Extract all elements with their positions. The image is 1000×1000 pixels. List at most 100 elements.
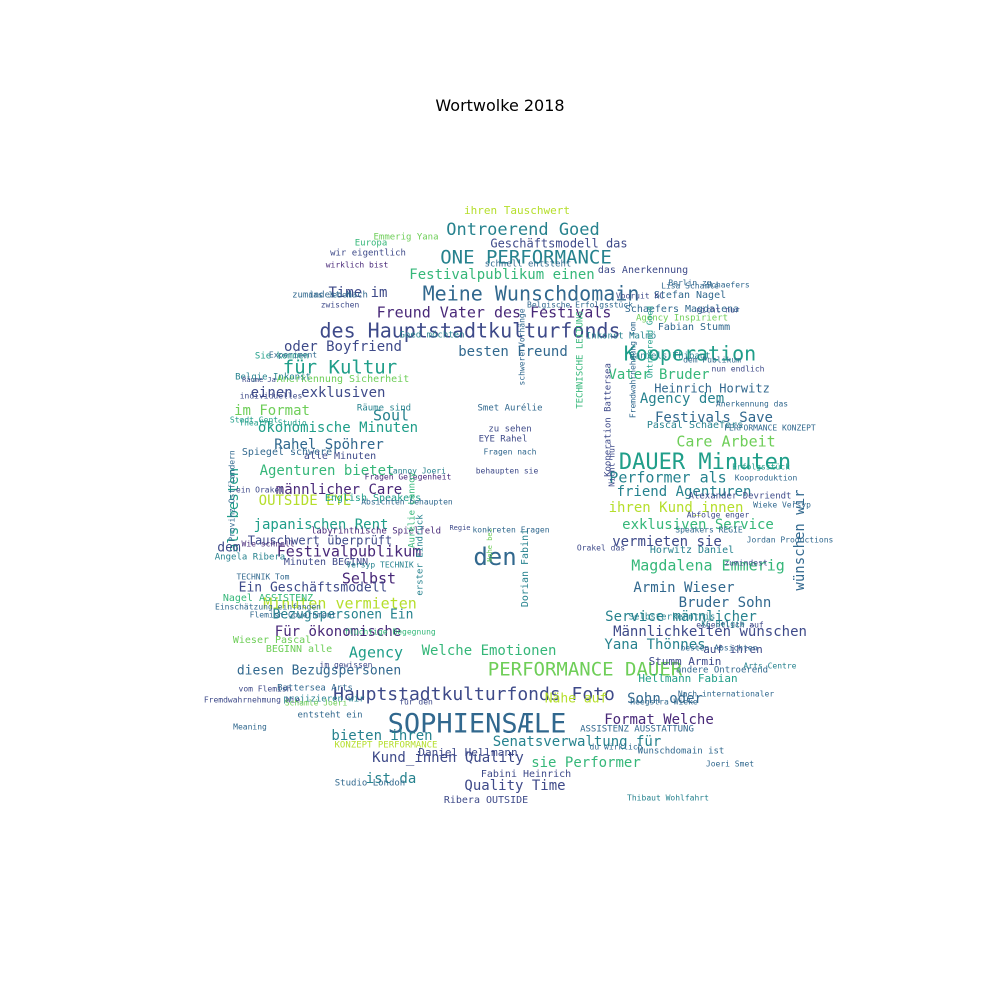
cloud-word: Jordan Productions — [747, 536, 834, 545]
cloud-word: Lannoy Joeri — [388, 467, 446, 476]
cloud-word: Nähe auf — [545, 692, 608, 707]
cloud-word: nicht nur — [696, 306, 740, 315]
cloud-word: für den — [399, 698, 433, 707]
cloud-word: andere Ontroerend — [676, 666, 768, 676]
cloud-word: DAUER Minuten — [619, 450, 791, 475]
cloud-word: BEGINN alle — [266, 644, 332, 655]
cloud-word: vermieten sie — [612, 534, 722, 550]
cloud-word: Minuten BEGINN — [284, 557, 368, 568]
cloud-word: eigentlich auf — [696, 621, 764, 630]
cloud-word: Armin Wieser — [633, 580, 734, 596]
cloud-word: Lisa Schamlé — [661, 281, 719, 291]
cloud-word: projizieren wir — [283, 695, 365, 705]
cloud-word: Stumm Armin — [649, 655, 722, 668]
cloud-word: Kooproduktion — [735, 474, 798, 483]
cloud-word: Daniel Hellmann — [418, 746, 517, 759]
cloud-word: sie Performer — [531, 755, 641, 771]
cloud-word: Heinrich Horwitz — [654, 382, 770, 396]
cloud-word: als besten — [226, 468, 242, 552]
cloud-word: Thibaut Wohlfahrt — [627, 794, 709, 803]
cloud-word: Pascal Schaefers — [647, 420, 743, 431]
cloud-word: Hellmann Fabian — [638, 672, 737, 685]
cloud-word: behaupten sie — [476, 467, 539, 476]
cloud-word: Schaefers Magdalena — [625, 304, 739, 315]
cloud-word: labyrinthische Spielfeld — [311, 527, 441, 537]
cloud-word: erster Eindruck — [416, 514, 426, 596]
cloud-word: diesen Bezugspersonen — [237, 664, 401, 679]
cloud-word: männlicher Care — [276, 482, 402, 498]
cloud-word: Welche Emotionen — [422, 643, 557, 659]
cloud-word: auf ihren — [703, 643, 763, 656]
cloud-word: wir eigentlich — [330, 249, 406, 259]
cloud-word: Für ökonomische — [275, 624, 401, 640]
cloud-word: alle Minuten — [304, 451, 376, 462]
cloud-word: Studio London — [335, 779, 405, 789]
cloud-word: Festivals Save — [655, 410, 773, 426]
cloud-word: Emmerig Yana — [373, 233, 438, 243]
cloud-word: Vater Bruder — [608, 367, 709, 383]
cloud-word: Belgische Erfolgsstück — [527, 301, 633, 310]
cloud-word: Yana Thönnes — [604, 637, 705, 653]
cloud-word: Service männlicher — [605, 609, 757, 625]
cloud-word: Agency — [349, 644, 403, 662]
cloud-word: KC België — [701, 620, 745, 629]
cloud-word: zumindest — [724, 559, 768, 568]
cloud-word: Fabian Stumm — [658, 322, 730, 333]
cloud-word: Wunschdomain ist — [638, 747, 725, 757]
cloud-word: Arts Centre — [744, 662, 797, 671]
cloud-word: Räume Ja — [242, 376, 276, 384]
cloud-word: Vooruit KC — [616, 292, 664, 301]
cloud-word: nun endlich — [712, 365, 765, 374]
cloud-word: Performer als — [609, 469, 726, 487]
cloud-word: besten Freund — [458, 344, 568, 360]
cloud-word: Anerkennung Sicherheit — [277, 374, 409, 385]
cloud-word: Selbsterkenntnis — [629, 613, 716, 623]
cloud-word: Inkonst Malmö — [586, 332, 656, 342]
cloud-word: ökonomische Minuten — [258, 420, 418, 436]
cloud-word: Flemish Government — [250, 611, 337, 620]
cloud-word: Magdalena Emmerig — [631, 557, 785, 575]
cloud-word: Kooperation Battersea — [604, 363, 614, 477]
cloud-word: Bruder Sohn — [679, 595, 772, 611]
cloud-word: ihren Tauschwert — [464, 204, 570, 217]
cloud-word: den — [473, 543, 516, 571]
cloud-word: Soul — [373, 407, 409, 425]
cloud-word: ASSISTENZ AUSSTATTUNG — [580, 725, 694, 735]
cloud-word: Stadt Gent — [230, 416, 278, 425]
cloud-word: Goed möchten — [399, 331, 464, 341]
cloud-word: Time im — [328, 285, 387, 301]
cloud-word: flüchtige Begegnung — [344, 628, 436, 637]
cloud-word: Nach internationaler — [678, 690, 775, 699]
cloud-word: Kund_innen Quality — [372, 750, 524, 766]
cloud-word: ein Orakel — [236, 486, 284, 495]
cloud-word: Regie — [449, 524, 470, 532]
cloud-word: für Kultur — [283, 357, 397, 379]
cloud-word: individuelles — [240, 392, 303, 401]
cloud-word: Angela Ribera — [215, 553, 285, 563]
cloud-word: Belgie Inkonst — [235, 373, 311, 383]
cloud-word: Anerkennung das — [716, 400, 788, 409]
cloud-word: Berlin zu — [668, 279, 712, 288]
cloud-word: Tauschwert überprüft — [248, 534, 393, 548]
cloud-word: friend Agenturen — [617, 484, 752, 500]
cloud-word: Senatsverwaltung für — [493, 734, 662, 750]
cloud-word: Speakers REGIE — [675, 526, 743, 535]
cloud-word: Meine Wunschdomain — [423, 282, 640, 306]
cloud-word: ihren Kund_innen — [609, 500, 744, 516]
cloud-word: des Hauptstadtkulturfonds — [319, 319, 620, 343]
cloud-word: ist da — [366, 771, 417, 787]
cloud-word: Freund Vater des Festivals — [377, 304, 612, 322]
cloud-word: Ribera OUTSIDE — [444, 795, 528, 806]
cloud-word: Ein Geschäftsmodell — [239, 581, 388, 596]
cloud-word: das Jedem — [308, 291, 352, 300]
cloud-word: zumindest Nach — [292, 291, 368, 301]
cloud-word: besten Absichten — [680, 644, 757, 653]
cloud-word: Alexander Devriendt — [689, 492, 792, 502]
cloud-word: Horwitz Daniel — [650, 545, 734, 556]
cloud-word: Geschäftsmodell das — [490, 237, 627, 251]
cloud-word: entsteht ein — [297, 711, 362, 721]
cloud-word: Battersea Arts — [277, 684, 353, 694]
cloud-word: Fabini Heinrich — [481, 769, 571, 780]
cloud-word: Absichten behaupten — [361, 498, 453, 507]
